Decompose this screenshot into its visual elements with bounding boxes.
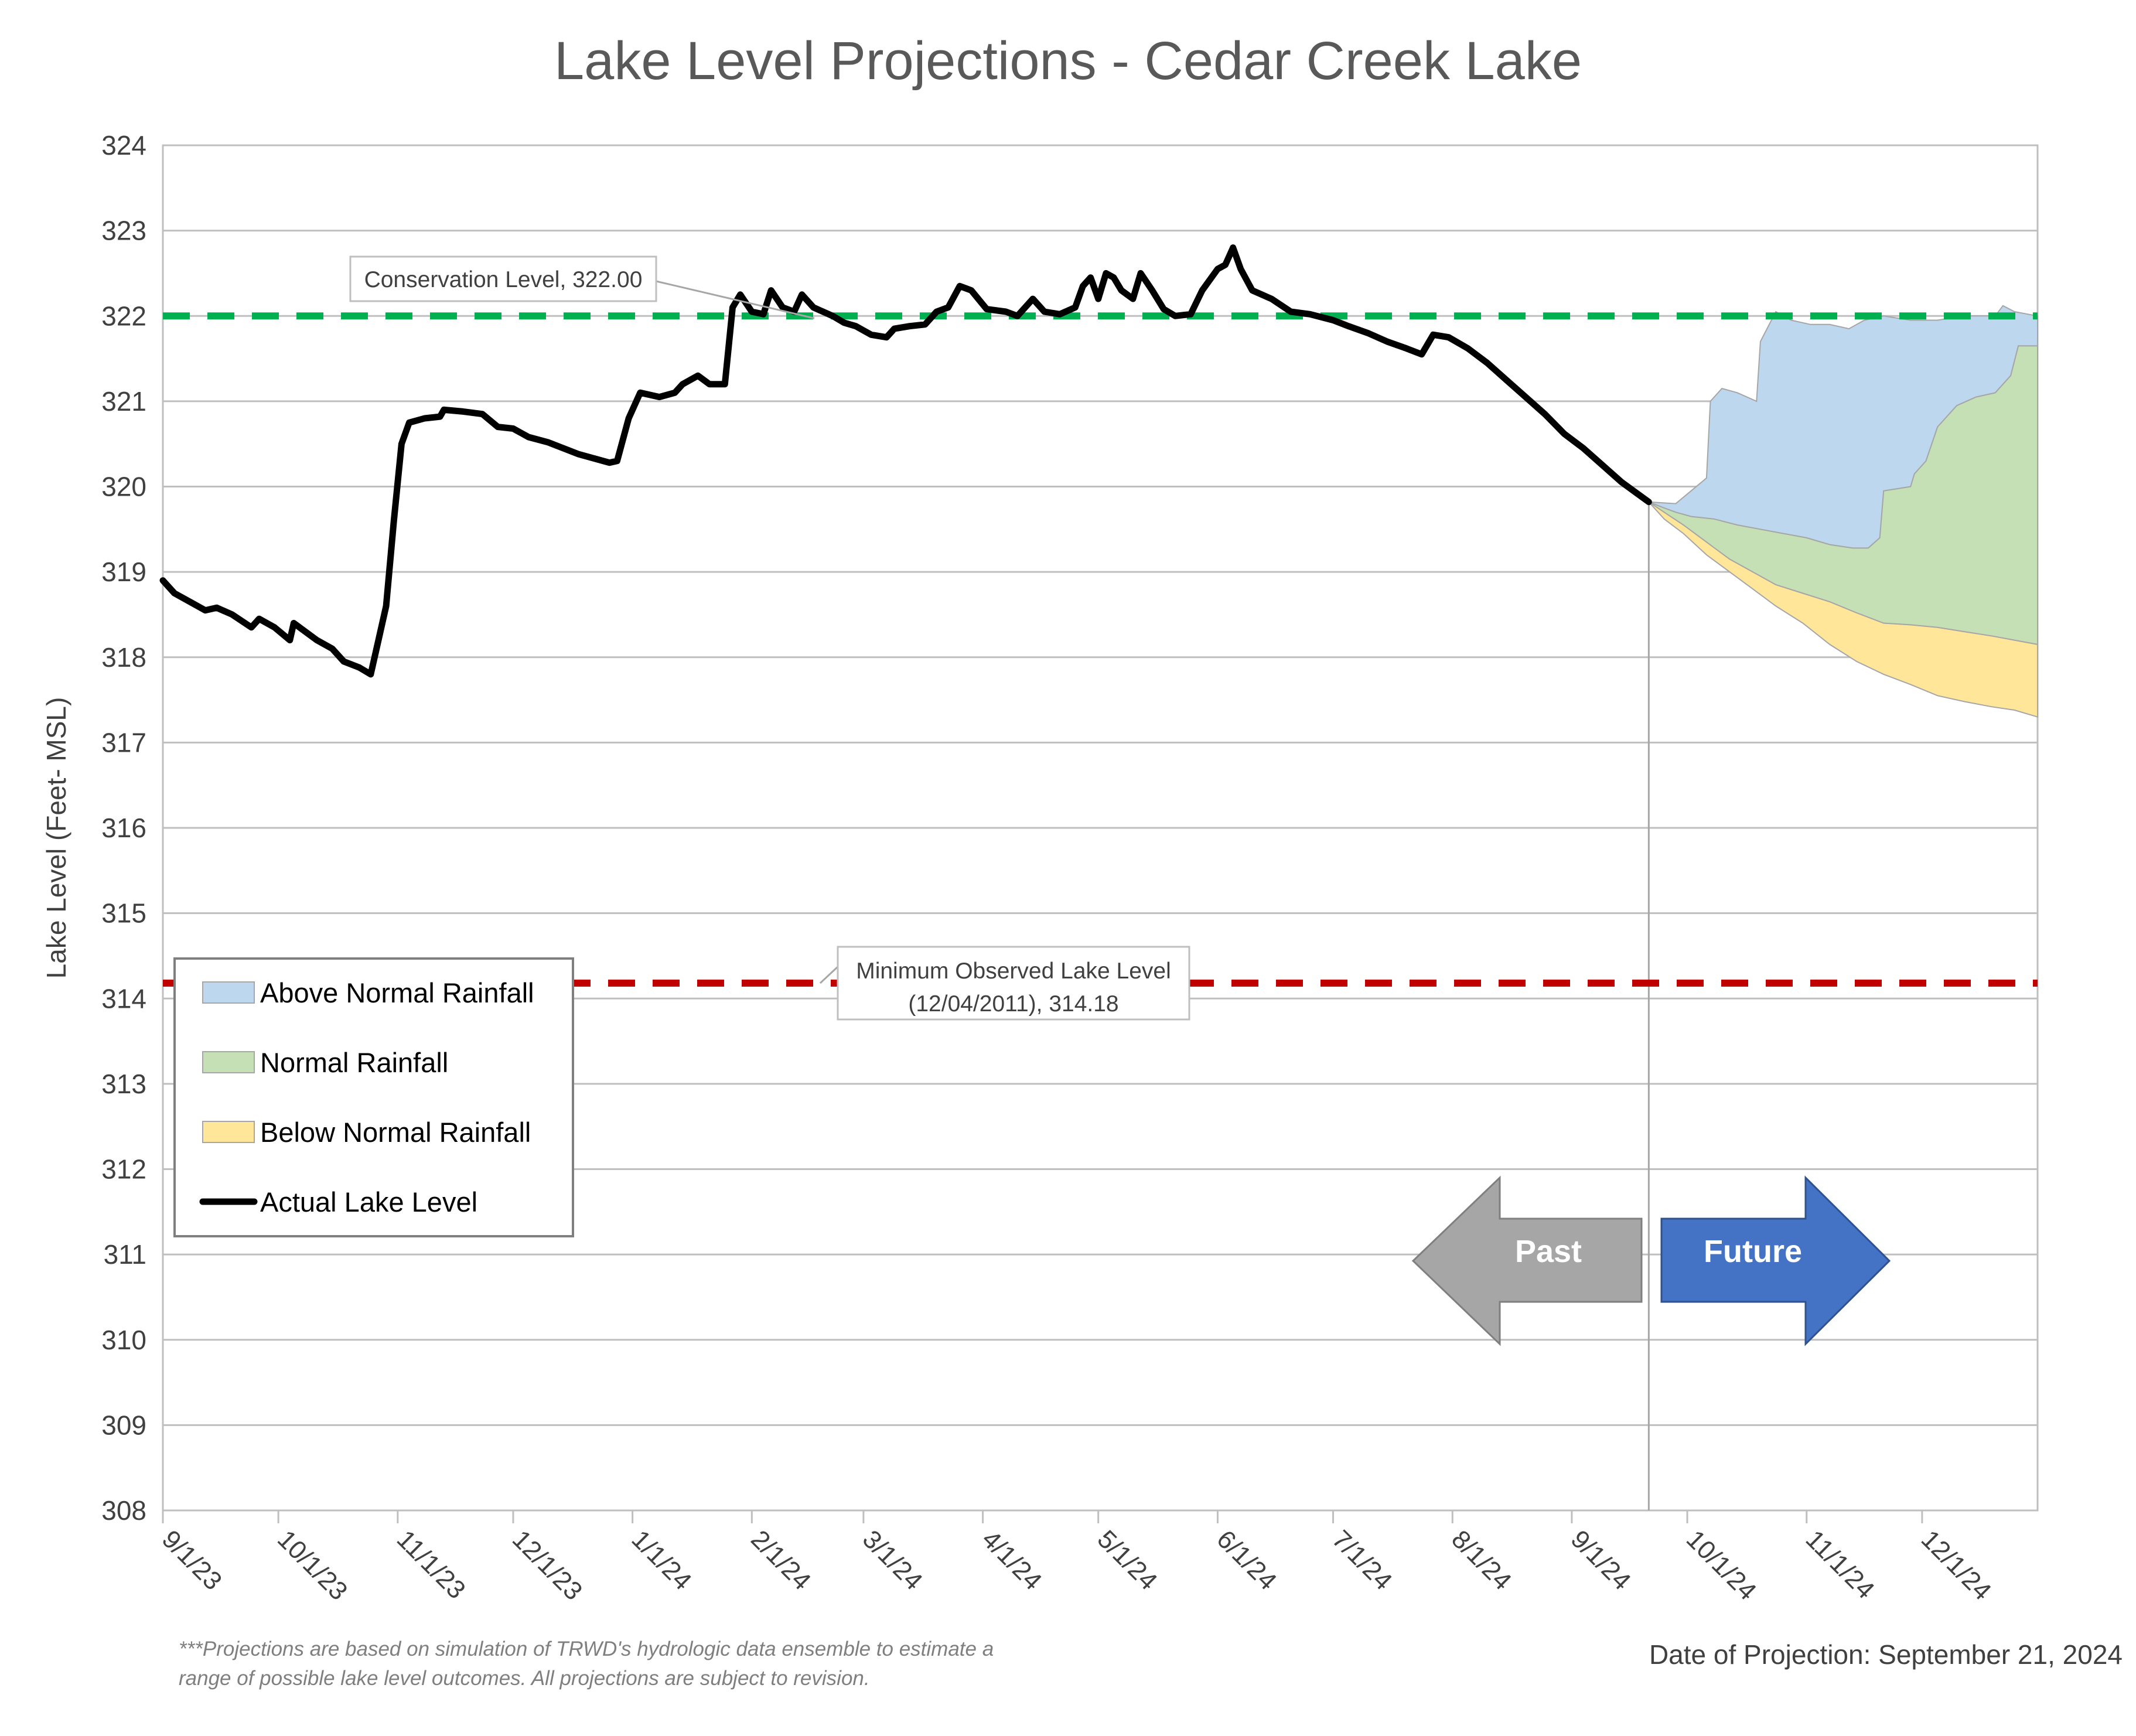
- actual-lake-level-line: [159, 244, 1652, 678]
- y-tick-label: 317: [101, 727, 146, 758]
- conservation-callout-leader: [656, 280, 815, 319]
- minimum-callout-box: [837, 946, 1190, 1021]
- y-tick-label: 320: [101, 472, 146, 502]
- date-of-projection: Date of Projection: September 21, 2024: [1649, 1639, 2123, 1670]
- footnote-line-1: ***Projections are based on simulation o…: [179, 1638, 994, 1660]
- legend-label: Normal Rainfall: [260, 1047, 448, 1078]
- conservation-callout-label: Conservation Level, 322.00: [364, 267, 643, 292]
- minimum-callout-leader: [819, 966, 839, 984]
- legend-label: Above Normal Rainfall: [260, 977, 534, 1008]
- y-tick-label: 323: [101, 216, 146, 246]
- y-tick-label: 311: [104, 1239, 146, 1270]
- above-normal-band: [1648, 305, 2038, 549]
- y-tick-label: 314: [101, 983, 146, 1014]
- future-arrow: [1660, 1175, 1891, 1346]
- y-tick-label: 313: [101, 1069, 146, 1099]
- legend-swatch: [202, 981, 255, 1004]
- y-tick-label: 315: [101, 898, 146, 929]
- past-arrow: [1411, 1175, 1643, 1346]
- legend-swatch: [202, 1051, 255, 1073]
- plot-border: [162, 144, 2039, 1512]
- legend-label: Below Normal Rainfall: [260, 1117, 531, 1148]
- footnote-line-2: range of possible lake level outcomes. A…: [179, 1667, 870, 1690]
- legend: Above Normal Rainfall Normal Rainfall Belo…: [173, 957, 574, 1237]
- y-tick-label: 318: [101, 642, 146, 673]
- y-axis-label: Lake Level (Feet- MSL): [41, 697, 71, 979]
- y-tick-label: 321: [101, 386, 146, 417]
- y-tick-label: 319: [101, 557, 146, 587]
- legend-swatch: [202, 1121, 255, 1143]
- y-tick-label: 324: [101, 130, 146, 161]
- legend-frame: [173, 957, 574, 1237]
- y-tick-label: 322: [101, 301, 146, 331]
- y-tick-label: 310: [101, 1325, 146, 1355]
- y-tick-label: 316: [101, 813, 146, 843]
- past-arrow-label: Past: [1515, 1234, 1582, 1269]
- minimum-callout-label-2: (12/04/2011), 314.18: [908, 991, 1118, 1017]
- minimum-callout-label-1: Minimum Observed Lake Level: [856, 959, 1171, 984]
- y-tick-label: 308: [101, 1495, 146, 1526]
- legend-label: Actual Lake Level: [260, 1186, 477, 1217]
- chart-title: Lake Level Projections - Cedar Creek Lak…: [554, 31, 1582, 91]
- y-tick-label: 309: [101, 1410, 146, 1440]
- future-arrow-label: Future: [1704, 1234, 1802, 1269]
- conservation-callout-box: [349, 255, 657, 302]
- y-tick-label: 312: [101, 1154, 146, 1185]
